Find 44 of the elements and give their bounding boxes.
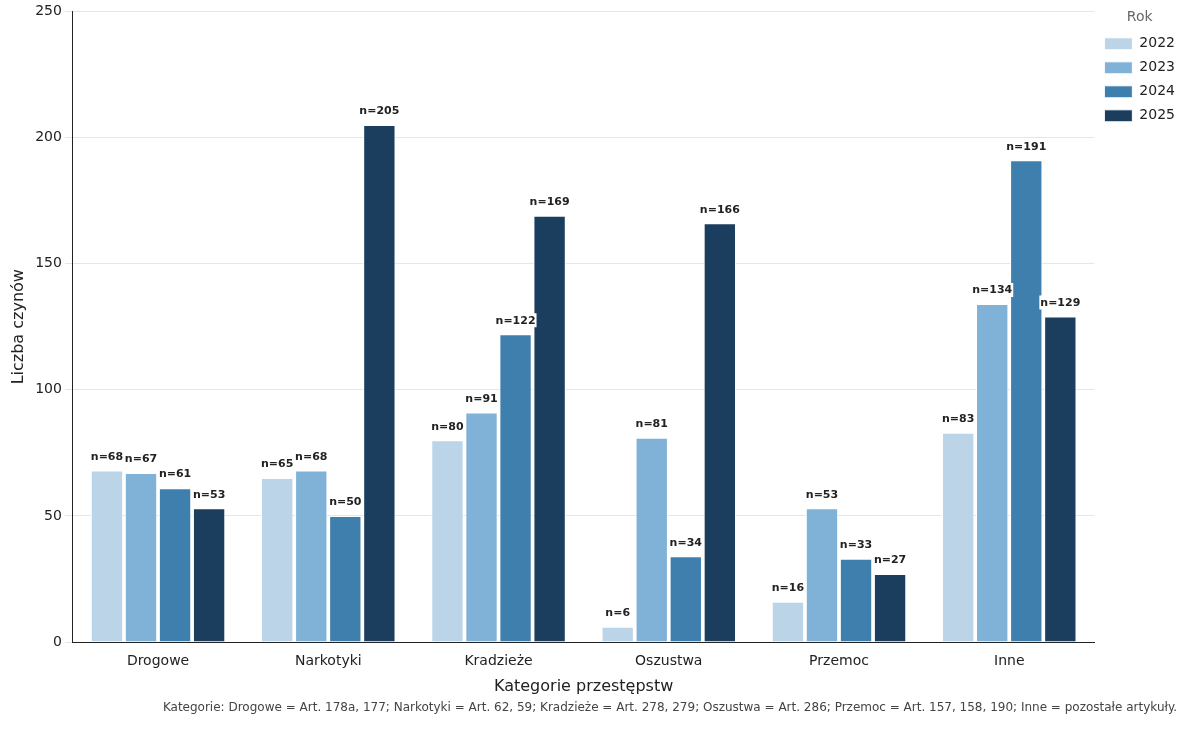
- data-label: n=68: [90, 449, 124, 463]
- data-label: n=205: [359, 104, 400, 118]
- y-tick-label: 200: [35, 128, 62, 145]
- data-label: n=50: [329, 495, 362, 509]
- data-label: n=34: [669, 535, 703, 549]
- y-axis-title: Liczba czynów: [7, 269, 27, 385]
- legend-label: 2024: [1139, 82, 1176, 99]
- data-label: n=169: [529, 195, 570, 209]
- y-tick-label: 150: [35, 254, 62, 271]
- y-tick-label: 250: [35, 2, 62, 19]
- data-label: n=122: [495, 313, 536, 327]
- data-label: n=33: [839, 538, 873, 552]
- data-label: n=53: [192, 487, 226, 501]
- data-label: n=61: [158, 467, 192, 481]
- data-label: n=67: [124, 452, 158, 466]
- data-label: n=53: [805, 487, 839, 501]
- data-label: n=191: [1006, 139, 1047, 153]
- legend-label: 2022: [1139, 34, 1176, 51]
- data-label: n=81: [635, 417, 668, 431]
- data-label: n=6: [605, 606, 631, 620]
- data-label: n=16: [771, 581, 805, 594]
- y-tick-label: 100: [35, 380, 62, 397]
- data-label: n=129: [1040, 295, 1081, 309]
- data-label: n=83: [942, 412, 975, 425]
- legend-title: Rok: [1126, 7, 1154, 24]
- x-tick-label: Drogowe: [126, 652, 190, 669]
- x-axis-title: Kategorie przestępstw: [493, 675, 674, 695]
- x-tick-label: Przemoc: [809, 652, 869, 669]
- legend-label: 2025: [1139, 106, 1176, 123]
- data-label: n=27: [873, 553, 907, 567]
- x-tick-label: Narkotyki: [294, 652, 362, 669]
- x-tick-label: Oszustwa: [635, 652, 703, 669]
- y-tick-label: 0: [53, 632, 62, 649]
- data-label: n=68: [295, 449, 328, 463]
- legend-label: 2023: [1139, 58, 1176, 75]
- data-label: n=80: [431, 419, 464, 433]
- data-label: n=65: [261, 457, 294, 471]
- data-label: n=134: [972, 283, 1013, 297]
- data-label: n=91: [465, 391, 498, 405]
- y-tick-label: 50: [44, 506, 62, 523]
- x-tick-label: Inne: [994, 652, 1025, 669]
- text: Kategorie: Drogowe = Art. 178a, 177; Narkotyki = Art. 62, 59; Kradzieże = Art. 278, 279; Oszustwa = Art. 286; Przemoc = Art. 157, 158, 190; Inne = pozostałe artykuły.: [161, 700, 1179, 714]
- data-label: n=166: [699, 202, 741, 216]
- x-tick-label: Kradzieże: [464, 652, 533, 669]
